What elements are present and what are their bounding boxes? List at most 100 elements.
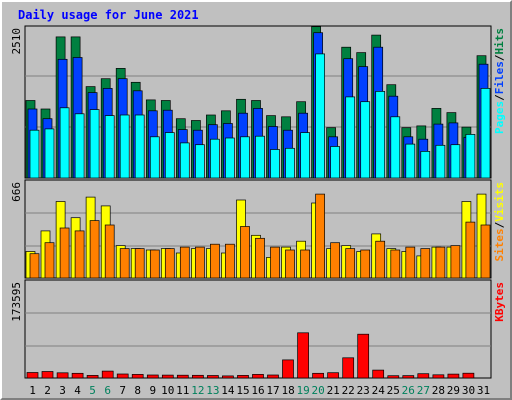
bar-kbytes	[327, 372, 339, 379]
x-tick-label: 5	[89, 384, 96, 397]
x-tick-label: 2	[44, 384, 51, 397]
bar-sites	[240, 226, 250, 279]
bar-sites	[210, 243, 220, 279]
x-tick-label: 1	[29, 384, 36, 397]
bar-pages	[44, 128, 55, 179]
bar-sites	[164, 248, 175, 279]
bar-pages	[255, 135, 265, 179]
bar-pages	[210, 138, 220, 179]
x-tick-label: 13	[206, 384, 219, 397]
bar-sites	[89, 220, 100, 279]
bar-kbytes	[26, 372, 39, 379]
bar-pages	[330, 146, 340, 179]
bar-pages	[104, 115, 115, 179]
legend-item: Visits	[493, 182, 506, 222]
x-tick-label: 23	[357, 384, 370, 397]
bar-sites	[390, 249, 401, 279]
bar-kbytes	[387, 375, 400, 379]
x-tick-label: 26	[402, 384, 415, 397]
bar-kbytes	[176, 374, 189, 379]
bar-pages	[300, 132, 310, 179]
bar-sites	[134, 248, 145, 279]
legend-hits-files-pages: Pages/Files/Hits	[493, 28, 506, 134]
panel-kbytes	[24, 279, 492, 379]
x-tick-label: 18	[281, 384, 294, 397]
bar-kbytes	[312, 372, 324, 379]
bar-sites	[480, 224, 491, 279]
legend-item: KBytes	[493, 282, 506, 322]
bar-sites	[315, 193, 325, 279]
bar-kbytes	[447, 373, 460, 379]
x-tick-label: 19	[296, 384, 309, 397]
bar-pages	[164, 132, 175, 179]
bar-sites	[285, 249, 295, 279]
bar-pages	[405, 143, 416, 179]
x-tick-label: 22	[342, 384, 355, 397]
bar-sites	[420, 248, 431, 279]
bar-kbytes	[282, 359, 294, 379]
x-tick-label: 24	[372, 384, 386, 397]
bar-kbytes	[462, 372, 475, 379]
bar-kbytes	[146, 374, 159, 379]
x-tick-label: 8	[134, 384, 141, 397]
bar-kbytes	[71, 372, 84, 379]
bar-kbytes	[56, 372, 69, 379]
y-max-label: 2510	[10, 28, 23, 55]
legend-item: Pages	[493, 101, 506, 134]
legend-item: /	[493, 221, 506, 228]
bar-sites	[59, 227, 70, 279]
bar-sites	[74, 230, 85, 279]
bar-kbytes	[267, 374, 279, 379]
x-tick-label: 28	[432, 384, 445, 397]
bar-kbytes	[207, 375, 219, 379]
x-tick-label: 16	[251, 384, 264, 397]
bar-sites	[149, 249, 160, 279]
x-tick-label: 21	[327, 384, 340, 397]
x-tick-label: 14	[221, 384, 235, 397]
bar-pages	[119, 114, 130, 179]
bar-kbytes	[432, 374, 445, 379]
bar-kbytes	[372, 369, 385, 379]
x-tick-label: 20	[311, 384, 324, 397]
legend-item: Hits	[493, 28, 506, 55]
bar-kbytes	[101, 370, 114, 379]
x-tick-label: 4	[74, 384, 81, 397]
x-tick-label: 27	[417, 384, 430, 397]
bar-pages	[29, 129, 40, 179]
bar-pages	[315, 53, 325, 179]
bar-pages	[74, 113, 85, 179]
bar-pages	[450, 144, 461, 179]
bar-kbytes	[237, 375, 249, 379]
bar-sites	[255, 237, 265, 279]
x-tick-label: 7	[119, 384, 126, 397]
bar-kbytes	[402, 375, 415, 379]
bar-kbytes	[357, 333, 370, 379]
bar-sites	[179, 246, 190, 279]
bar-sites	[44, 242, 55, 279]
bar-pages	[89, 109, 100, 179]
bar-pages	[435, 144, 446, 179]
bar-pages	[390, 116, 401, 179]
legend-item: Sites	[493, 228, 506, 261]
bar-sites	[345, 248, 356, 279]
bar-kbytes	[161, 374, 174, 379]
bar-sites	[375, 240, 386, 279]
bar-sites	[270, 246, 280, 279]
x-tick-label: 25	[387, 384, 400, 397]
x-tick-label: 30	[462, 384, 475, 397]
x-tick-label: 15	[236, 384, 249, 397]
bar-pages	[240, 136, 250, 179]
panel-border	[24, 279, 492, 379]
legend-kbytes: KBytes	[493, 282, 506, 322]
legend-item: Files	[493, 61, 506, 94]
bar-pages	[195, 144, 205, 179]
x-tick-label: 6	[104, 384, 111, 397]
x-tick-label: 31	[477, 384, 490, 397]
y-max-label: 173595	[10, 282, 23, 322]
x-tick-label: 11	[176, 384, 189, 397]
bar-kbytes	[417, 373, 430, 379]
bar-sites	[330, 242, 340, 279]
bar-pages	[59, 107, 70, 179]
bar-kbytes	[131, 374, 144, 379]
